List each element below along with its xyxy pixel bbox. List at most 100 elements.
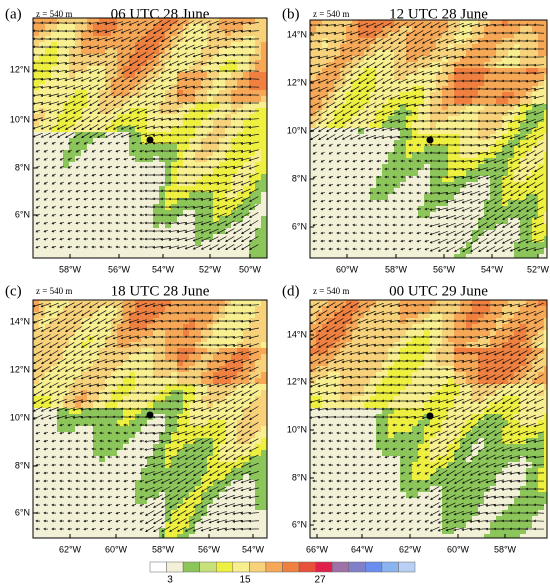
field-cell: [57, 492, 63, 498]
field-cell: [87, 132, 93, 138]
field-cell: [81, 72, 87, 78]
field-cell: [33, 210, 39, 216]
field-cell: [57, 234, 63, 240]
field-cell: [105, 240, 111, 246]
field-cell: [135, 510, 141, 516]
field-cell: [207, 144, 213, 150]
field-cell: [520, 218, 526, 224]
field-cell: [105, 48, 111, 54]
field-cell: [213, 504, 219, 510]
field-cell: [33, 432, 39, 438]
field-cell: [520, 212, 526, 218]
field-cell: [141, 468, 147, 474]
field-cell: [75, 330, 81, 336]
field-cell: [33, 354, 39, 360]
field-cell: [45, 168, 51, 174]
field-cell: [165, 114, 171, 120]
field-cell: [255, 528, 261, 534]
field-cell: [165, 324, 171, 330]
field-cell: [129, 480, 135, 486]
field-cell: [57, 186, 63, 192]
field-cell: [448, 98, 454, 104]
field-cell: [141, 300, 147, 306]
field-cell: [153, 90, 159, 96]
field-cell: [189, 384, 195, 390]
field-cell: [340, 212, 346, 218]
field-cell: [99, 252, 105, 258]
field-cell: [370, 248, 376, 254]
field-cell: [255, 174, 261, 180]
field-cell: [117, 48, 123, 54]
field-cell: [45, 54, 51, 60]
field-cell: [243, 126, 249, 132]
field-cell: [436, 38, 442, 44]
field-cell: [418, 230, 424, 236]
y-tick-label: 6°N: [292, 221, 307, 231]
field-cell: [87, 468, 93, 474]
field-cell: [322, 56, 328, 62]
field-cell: [177, 186, 183, 192]
field-cell: [93, 504, 99, 510]
field-cell: [376, 242, 382, 248]
field-cell: [460, 26, 466, 32]
field-cell: [406, 152, 412, 158]
field-cell: [135, 450, 141, 456]
field-cell: [412, 218, 418, 224]
field-cell: [430, 74, 436, 80]
field-cell: [376, 146, 382, 152]
field-cell: [51, 408, 57, 414]
field-cell: [508, 104, 514, 110]
field-cell: [201, 396, 207, 402]
field-cell: [153, 468, 159, 474]
field-cell: [141, 174, 147, 180]
field-cell: [153, 138, 159, 144]
field-cell: [219, 90, 225, 96]
field-cell: [370, 74, 376, 80]
field-cell: [394, 236, 400, 242]
field-cell: [39, 66, 45, 72]
field-cell: [261, 186, 267, 192]
field-cell: [442, 20, 448, 26]
field-cell: [526, 122, 532, 128]
field-cell: [310, 212, 316, 218]
field-cell: [129, 432, 135, 438]
field-cell: [87, 534, 93, 538]
field-cell: [249, 156, 255, 162]
field-cell: [358, 128, 364, 134]
field-cell: [153, 150, 159, 156]
field-cell: [135, 36, 141, 42]
field-cell: [69, 402, 75, 408]
field-cell: [418, 50, 424, 56]
field-cell: [346, 176, 352, 182]
field-cell: [57, 156, 63, 162]
field-cell: [87, 84, 93, 90]
field-cell: [261, 54, 267, 60]
field-cell: [514, 218, 520, 224]
field-cell: [261, 180, 267, 186]
field-cell: [171, 138, 177, 144]
field-cell: [69, 198, 75, 204]
field-cell: [213, 522, 219, 528]
field-cell: [69, 144, 75, 150]
field-cell: [207, 186, 213, 192]
field-cell: [135, 456, 141, 462]
field-cell: [454, 116, 460, 122]
field-cell: [81, 366, 87, 372]
field-cell: [454, 200, 460, 206]
field-cell: [201, 456, 207, 462]
field-cell: [201, 306, 207, 312]
field-cell: [352, 188, 358, 194]
field-cell: [346, 194, 352, 200]
field-cell: [532, 92, 538, 98]
field-cell: [183, 330, 189, 336]
field-cell: [153, 402, 159, 408]
field-cell: [219, 474, 225, 480]
field-cell: [484, 182, 490, 188]
field-cell: [153, 240, 159, 246]
field-cell: [33, 360, 39, 366]
field-cell: [153, 168, 159, 174]
field-cell: [442, 98, 448, 104]
field-cell: [442, 68, 448, 74]
field-cell: [45, 24, 51, 30]
field-cell: [249, 528, 255, 534]
